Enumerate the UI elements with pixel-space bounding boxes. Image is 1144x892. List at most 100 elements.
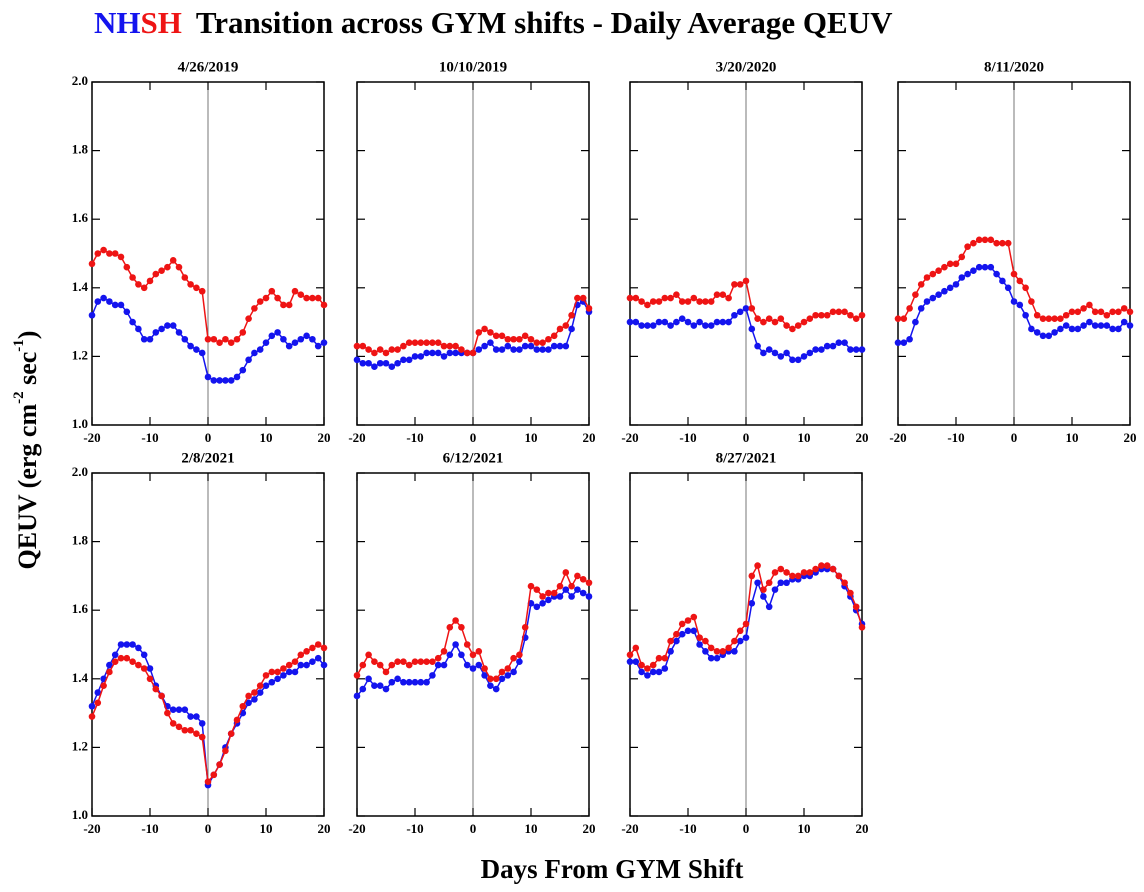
data-point	[394, 346, 401, 353]
data-point	[303, 332, 310, 340]
data-point	[400, 658, 407, 665]
panel-title: 3/20/2020	[716, 59, 777, 75]
plot-frame	[897, 81, 1131, 426]
data-point	[678, 315, 686, 322]
x-tick-label: -20	[348, 430, 365, 445]
data-point	[585, 593, 593, 600]
data-point	[227, 730, 235, 737]
data-point	[719, 318, 727, 326]
data-point	[812, 346, 819, 353]
data-point	[175, 329, 183, 336]
data-point	[574, 586, 581, 593]
data-point	[835, 572, 843, 580]
data-point	[193, 730, 200, 737]
y-tick-label: 1.8	[72, 533, 89, 548]
panel-title: 2/8/2021	[181, 450, 234, 466]
data-point	[475, 648, 483, 655]
data-point	[504, 342, 512, 350]
data-point	[285, 342, 293, 350]
data-point	[626, 294, 634, 302]
data-point	[550, 332, 558, 340]
data-point	[900, 339, 908, 346]
data-point	[702, 322, 709, 329]
x-tick-label: 10	[1066, 430, 1079, 445]
data-point	[291, 287, 299, 295]
data-point	[314, 342, 322, 350]
data-point	[649, 298, 657, 305]
data-point	[765, 579, 773, 587]
data-point	[993, 239, 1000, 247]
data-point	[285, 661, 293, 669]
data-point	[1091, 322, 1099, 329]
data-point	[783, 579, 790, 587]
data-point	[661, 665, 669, 672]
data-point	[394, 675, 401, 683]
data-point	[917, 281, 925, 288]
data-point	[912, 291, 919, 298]
data-point	[487, 682, 494, 689]
data-point	[1109, 325, 1116, 333]
data-point	[193, 284, 200, 292]
panel: 4/26/2019 -20 -10 0 10 20 1.0 1.2 1.4 1.6 1.8 2.0	[72, 59, 331, 445]
data-point	[748, 325, 756, 333]
data-point	[204, 778, 212, 785]
data-point	[1097, 322, 1105, 329]
data-point	[405, 339, 413, 346]
data-point	[371, 682, 378, 689]
data-point	[146, 675, 154, 683]
data-point	[800, 318, 808, 326]
data-point	[359, 359, 367, 367]
data-point	[742, 305, 750, 312]
data-point	[216, 339, 223, 346]
plot-frame	[91, 81, 325, 426]
data-point	[1016, 301, 1024, 309]
data-point	[417, 678, 425, 686]
data-point	[434, 654, 442, 662]
data-point	[852, 315, 860, 322]
data-point	[498, 346, 506, 353]
data-point	[510, 346, 517, 353]
data-point	[487, 339, 494, 346]
data-point	[411, 678, 419, 686]
data-point	[446, 624, 454, 631]
x-tick-label: 0	[743, 821, 750, 836]
data-point	[754, 579, 761, 587]
data-point	[1126, 322, 1134, 329]
data-point	[829, 565, 837, 573]
data-point	[562, 586, 570, 593]
data-point	[164, 709, 171, 717]
data-point	[935, 291, 942, 298]
data-point	[274, 329, 281, 336]
data-point	[458, 624, 465, 631]
data-point	[649, 661, 657, 669]
data-point	[736, 637, 744, 645]
data-point	[446, 342, 454, 350]
data-point	[545, 335, 552, 343]
data-point	[829, 308, 837, 316]
panel: 8/27/2021 -20 -10 0 10 20	[621, 450, 868, 836]
data-point	[533, 586, 541, 593]
data-point	[941, 287, 948, 295]
data-point	[638, 668, 645, 676]
data-point	[1045, 315, 1053, 322]
data-point	[297, 661, 305, 669]
data-point	[452, 349, 459, 357]
data-point	[291, 658, 299, 665]
data-point	[975, 263, 983, 271]
data-point	[789, 356, 796, 364]
data-point	[690, 627, 698, 635]
data-point	[858, 624, 866, 631]
data-point	[359, 685, 367, 693]
data-point	[742, 277, 750, 285]
data-point	[1028, 325, 1035, 333]
data-point	[556, 593, 564, 600]
data-point	[280, 665, 287, 672]
data-point	[835, 308, 843, 316]
panel: 10/10/2019 -20 -10 0 10 20	[348, 59, 595, 445]
data-point	[458, 346, 465, 353]
data-point	[684, 318, 692, 326]
data-point	[320, 644, 328, 652]
data-point	[521, 624, 529, 631]
panel-title: 8/27/2021	[716, 450, 777, 466]
data-point	[394, 359, 401, 367]
